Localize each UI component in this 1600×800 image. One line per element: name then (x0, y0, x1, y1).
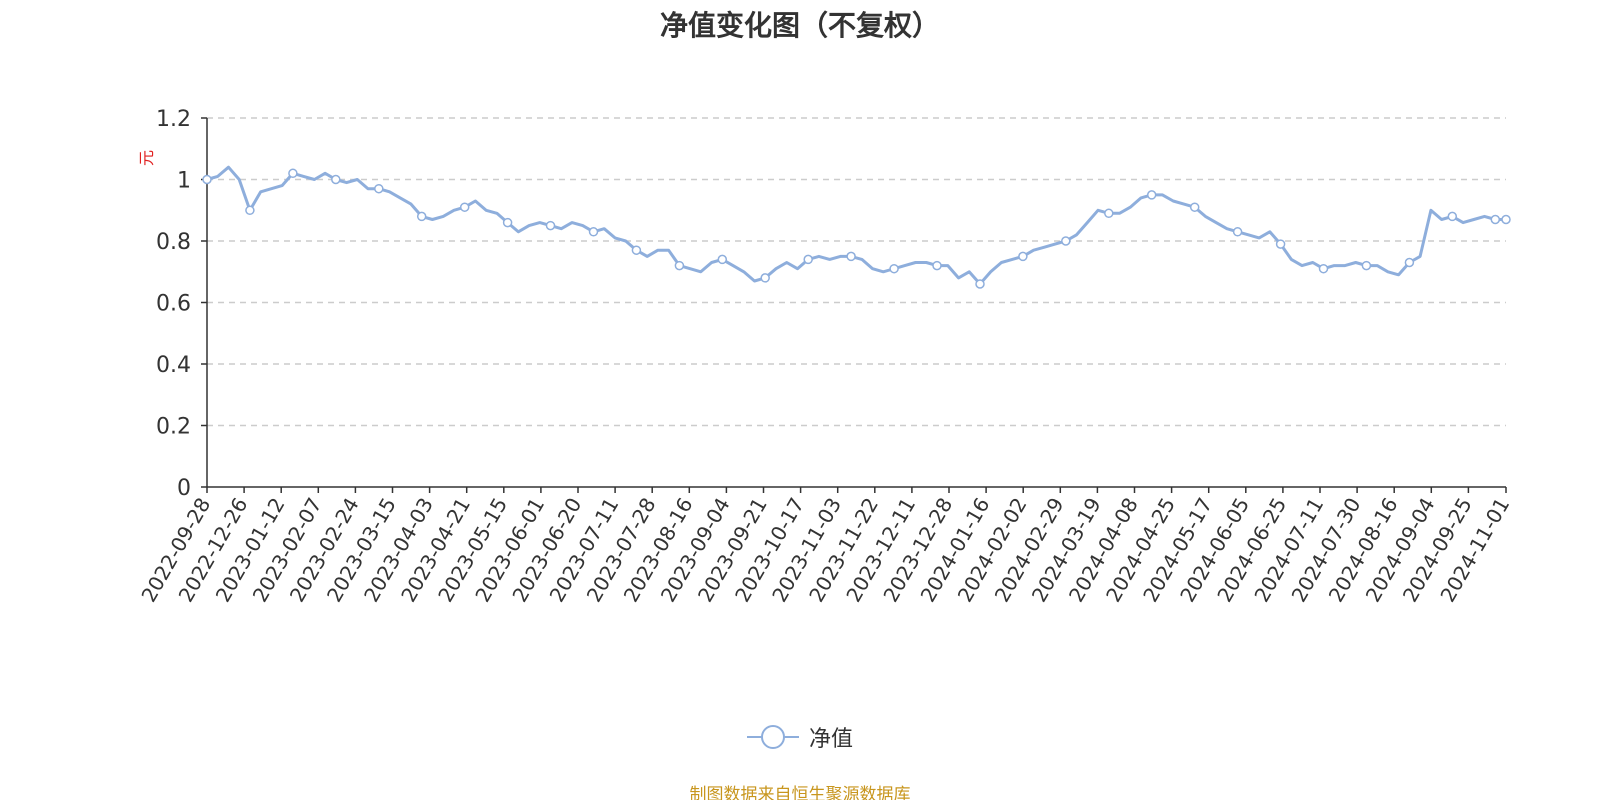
source-note: 制图数据来自恒生聚源数据库 (689, 785, 911, 800)
data-point[interactable] (331, 174, 341, 185)
y-tick-label: 0 (177, 476, 191, 501)
y-tick-label: 1.2 (156, 107, 191, 132)
data-point[interactable] (245, 205, 255, 216)
data-point[interactable] (288, 168, 298, 179)
chart-title: 净值变化图（不复权） (659, 9, 940, 42)
data-point[interactable] (674, 260, 685, 271)
data-point[interactable] (889, 263, 899, 274)
y-tick-label: 1 (177, 169, 191, 194)
data-point[interactable] (1018, 251, 1028, 262)
legend[interactable]: 净值 (0, 722, 1600, 752)
axes (201, 117, 1507, 493)
series-net-value (202, 165, 1511, 289)
data-point[interactable] (846, 251, 856, 262)
data-point[interactable] (416, 211, 427, 222)
data-point[interactable] (1447, 211, 1458, 222)
data-point[interactable] (1490, 214, 1501, 225)
y-tick-label: 0.4 (156, 353, 191, 378)
data-point[interactable] (760, 273, 770, 283)
data-point[interactable] (975, 279, 985, 289)
data-point[interactable] (803, 254, 813, 265)
series-line (206, 165, 1506, 286)
data-point[interactable] (1318, 263, 1329, 274)
data-point[interactable] (545, 220, 556, 231)
y-tick-label: 0.2 (156, 415, 191, 440)
y-axis-unit: 元 (137, 150, 156, 166)
y-tick-labels: 0 0.2 0.4 0.6 0.8 1 1.2 (156, 107, 191, 501)
legend-marker (760, 725, 785, 749)
data-point[interactable] (631, 245, 642, 255)
grid-lines (207, 117, 1506, 427)
data-point[interactable] (202, 174, 212, 185)
y-tick-label: 0.6 (156, 292, 191, 317)
data-point[interactable] (1146, 190, 1157, 200)
circle-marker-line-icon (746, 725, 799, 749)
data-point[interactable] (588, 227, 599, 237)
data-point[interactable] (1189, 202, 1200, 212)
data-point[interactable] (932, 260, 942, 271)
data-point[interactable] (1275, 239, 1286, 249)
y-tick-label: 0.8 (156, 230, 191, 255)
data-point[interactable] (374, 183, 384, 194)
data-point[interactable] (502, 217, 513, 228)
data-point[interactable] (1361, 260, 1372, 271)
data-point[interactable] (459, 202, 470, 212)
data-point[interactable] (1061, 236, 1071, 246)
data-point[interactable] (717, 254, 728, 265)
data-point[interactable] (1104, 208, 1114, 219)
data-point[interactable] (1232, 227, 1243, 237)
x-tick-labels: 2022-09-282022-12-262023-01-122023-02-07… (136, 493, 1514, 606)
legend-label: 净值 (808, 727, 853, 752)
data-point[interactable] (1404, 257, 1415, 268)
data-point[interactable] (1501, 214, 1511, 225)
